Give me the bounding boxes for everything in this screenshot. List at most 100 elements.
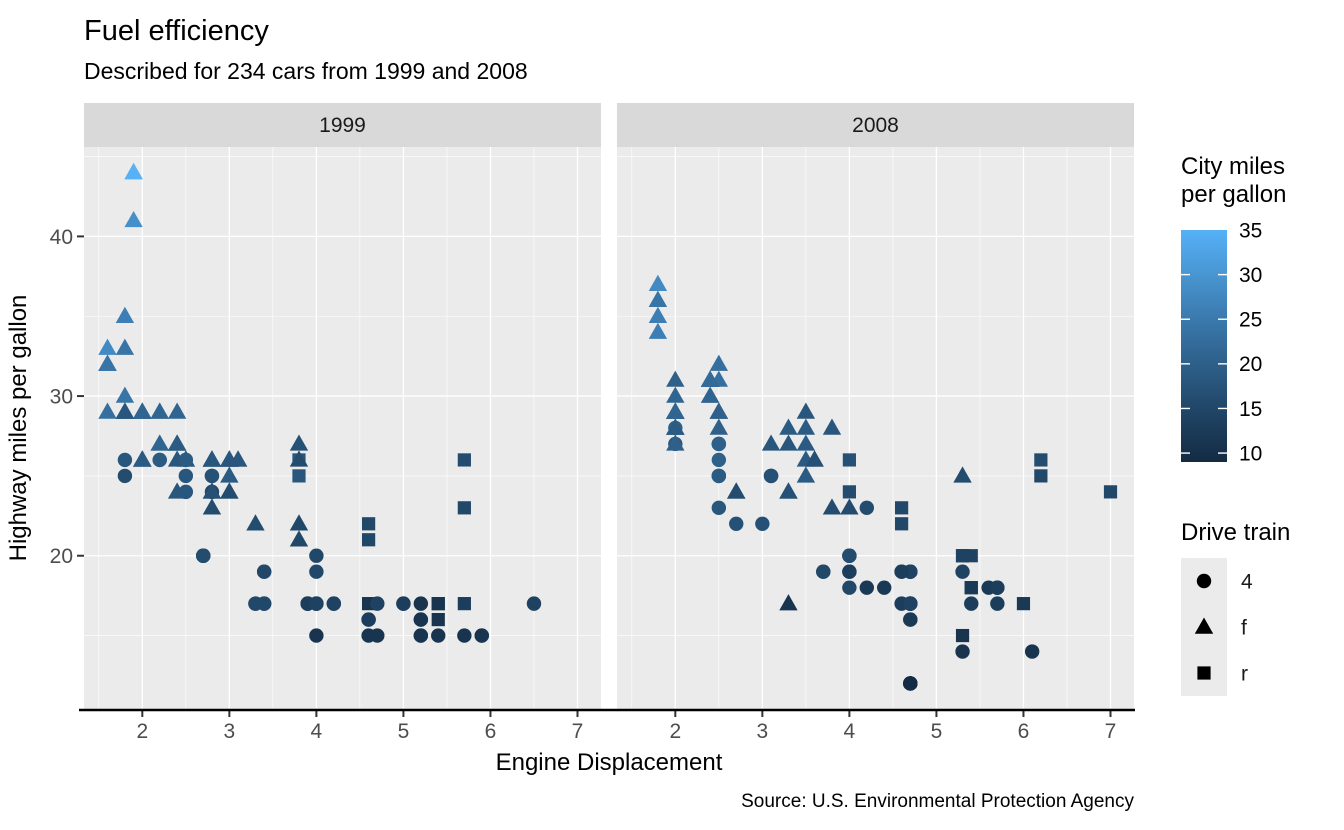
colorbar-tick-label: 30 — [1239, 264, 1262, 287]
data-point — [955, 644, 970, 659]
data-point — [474, 628, 489, 643]
data-point — [150, 434, 169, 451]
data-point — [648, 290, 668, 307]
data-point — [431, 628, 446, 643]
data-point — [796, 418, 816, 435]
x-tick-label: 5 — [931, 720, 943, 743]
data-point — [202, 498, 222, 515]
facet-strip — [617, 103, 1134, 147]
data-point — [779, 434, 798, 451]
chart-subtitle: Described for 234 cars from 1999 and 200… — [84, 58, 528, 84]
legend-item-label: r — [1241, 662, 1248, 685]
data-point — [413, 612, 429, 627]
data-point — [457, 628, 472, 643]
colorbar-tick-label: 20 — [1239, 353, 1262, 376]
data-point — [457, 597, 471, 611]
data-point — [842, 485, 856, 499]
data-point — [842, 564, 857, 579]
data-point — [700, 386, 720, 403]
legend-item-label: f — [1241, 616, 1247, 639]
data-point — [309, 548, 324, 563]
circle-legend-glyph-icon — [1196, 573, 1212, 589]
data-point — [115, 402, 135, 419]
data-point — [167, 434, 187, 451]
facet-label: 1999 — [319, 114, 366, 137]
data-point — [955, 564, 970, 579]
data-point — [953, 466, 972, 483]
data-point — [115, 306, 135, 323]
data-point — [666, 370, 685, 387]
data-point — [729, 516, 744, 531]
data-point — [204, 468, 220, 484]
legend-item-label: 4 — [1241, 570, 1253, 593]
data-point — [859, 580, 874, 595]
data-point — [895, 517, 909, 531]
y-tick-label: 20 — [50, 545, 73, 568]
data-point — [309, 596, 324, 611]
data-point — [457, 501, 471, 515]
data-point — [256, 596, 272, 611]
axes: 2 3 4 5 6 7 2 3 4 5 6 7 20 30 40 — [50, 226, 1135, 743]
data-point — [755, 516, 770, 531]
data-point — [796, 434, 816, 451]
data-point — [894, 564, 909, 579]
data-point — [648, 322, 668, 339]
data-point — [709, 354, 729, 371]
data-point — [526, 596, 542, 611]
data-point — [167, 402, 187, 419]
data-point — [859, 500, 874, 516]
data-point — [877, 580, 892, 595]
data-point — [413, 628, 429, 643]
triangle-legend-glyph-icon — [1194, 617, 1214, 634]
data-point — [370, 596, 385, 611]
data-point — [709, 418, 729, 435]
colorbar-tick-label: 15 — [1239, 398, 1262, 421]
data-point — [711, 500, 727, 516]
x-tick-label: 4 — [844, 720, 856, 743]
data-point — [648, 306, 668, 323]
facet-strip — [84, 103, 601, 147]
data-point — [220, 482, 239, 499]
facet-label: 2008 — [852, 114, 899, 137]
data-point — [666, 418, 685, 435]
panel-background — [84, 147, 601, 709]
data-point — [202, 482, 222, 499]
data-point — [115, 386, 135, 403]
square-legend-glyph-icon — [1197, 666, 1211, 680]
x-tick-label: 7 — [1105, 720, 1117, 743]
data-point — [761, 434, 781, 451]
data-point — [895, 501, 909, 515]
colorbar-tick-label: 25 — [1239, 309, 1262, 332]
data-point — [124, 210, 143, 228]
data-point — [150, 402, 169, 419]
x-tick-label: 6 — [485, 720, 497, 743]
data-point — [779, 594, 798, 611]
x-tick-label: 2 — [136, 720, 148, 743]
data-point — [711, 452, 727, 468]
data-point — [648, 274, 668, 292]
colorbar — [1181, 230, 1227, 462]
data-point — [117, 468, 133, 484]
x-tick-label: 7 — [572, 720, 584, 743]
data-point — [709, 402, 729, 419]
data-point — [178, 468, 194, 484]
data-point — [431, 612, 445, 627]
x-axis-title: Engine Displacement — [496, 749, 723, 776]
data-point — [779, 482, 798, 499]
x-tick-label: 4 — [311, 720, 323, 743]
data-point — [413, 596, 429, 611]
x-tick-label: 2 — [669, 720, 681, 743]
data-point — [990, 580, 1005, 595]
data-point — [779, 418, 798, 435]
data-point — [98, 338, 117, 355]
data-point — [805, 450, 824, 467]
data-point — [903, 612, 918, 627]
data-point — [822, 498, 842, 515]
data-point — [822, 418, 842, 435]
data-point — [796, 466, 816, 483]
data-point — [362, 517, 376, 531]
y-tick-label: 30 — [50, 385, 73, 408]
plot-panels — [84, 147, 1134, 709]
data-point — [289, 514, 309, 531]
